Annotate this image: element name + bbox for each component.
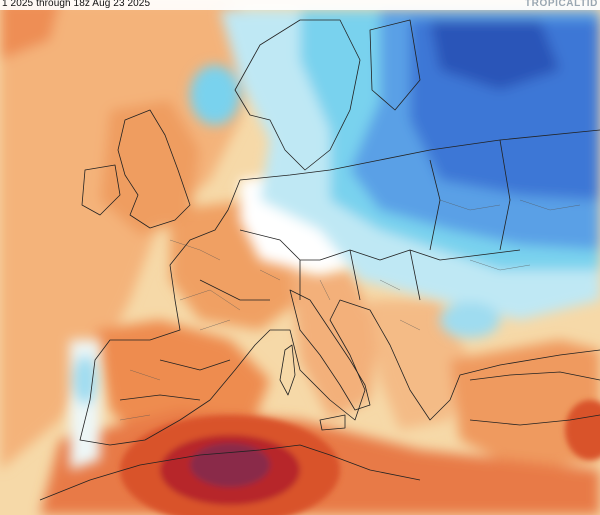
header-bar (0, 0, 600, 10)
country-borders (39, 19, 600, 501)
coastline-ireland (81, 164, 121, 216)
cool-spot-norway-sea (190, 65, 240, 125)
coastline-scandinavia (234, 19, 361, 171)
warm-uk-region (100, 100, 200, 235)
coastline-great-britain (117, 109, 191, 229)
cool-spot-balkans (440, 302, 500, 338)
coastline-corsica-sardinia (279, 344, 296, 396)
coastline-turkey (469, 371, 600, 426)
coldest-region (430, 20, 560, 90)
cool-spot-iberia (73, 355, 97, 405)
coastline-sicily (319, 414, 346, 431)
warm-atlantic-region (0, 0, 260, 470)
warm-nw-corner (0, 0, 60, 60)
hottest-core (190, 443, 270, 487)
warm-balkans-region (370, 300, 470, 430)
hot-spot-east (565, 400, 600, 460)
coastline-finland (369, 19, 421, 111)
regional-borders (119, 199, 581, 421)
brand-watermark: TROPICALTID (524, 0, 598, 9)
date-range-caption: 1 2025 through 18z Aug 23 2025 (2, 0, 151, 9)
coastline-north-africa (39, 444, 421, 501)
coastline-italy (289, 289, 371, 411)
